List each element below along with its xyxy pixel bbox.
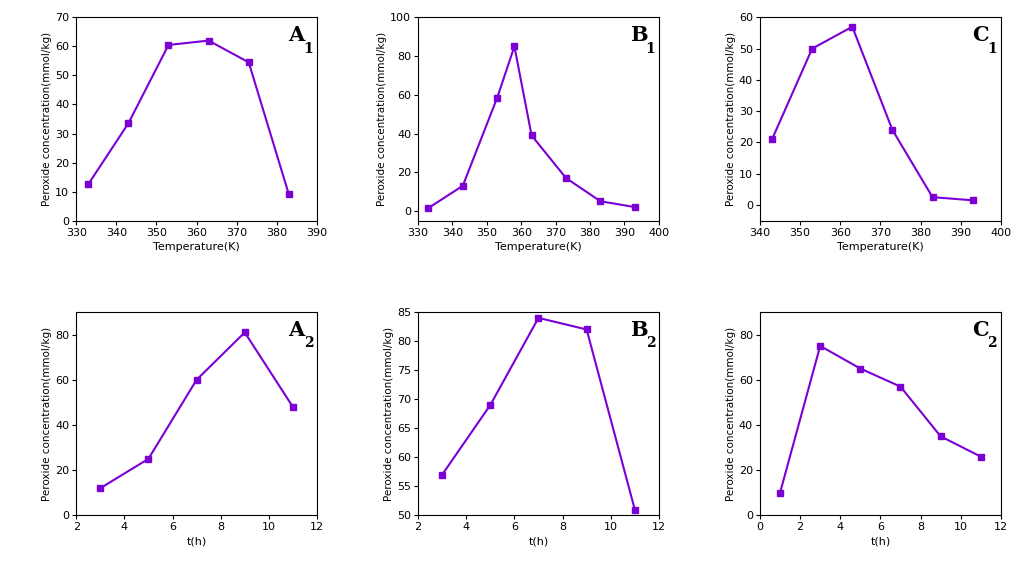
Y-axis label: Peroxide concentration(mmol/kg): Peroxide concentration(mmol/kg) xyxy=(726,327,737,501)
Text: 2: 2 xyxy=(304,336,313,350)
Text: B: B xyxy=(630,25,647,46)
Text: C: C xyxy=(972,320,989,340)
Text: A: A xyxy=(289,25,305,46)
Y-axis label: Peroxide concentration(mmol/kg): Peroxide concentration(mmol/kg) xyxy=(43,32,53,206)
Text: 1: 1 xyxy=(988,42,998,56)
Text: 2: 2 xyxy=(988,336,997,350)
Text: A: A xyxy=(289,320,305,340)
Y-axis label: Peroxide concentration(mmol/kg): Peroxide concentration(mmol/kg) xyxy=(43,327,53,501)
Text: C: C xyxy=(972,25,989,46)
X-axis label: Temperature(K): Temperature(K) xyxy=(153,241,240,252)
Text: 2: 2 xyxy=(645,336,655,350)
X-axis label: t(h): t(h) xyxy=(187,536,206,547)
X-axis label: Temperature(K): Temperature(K) xyxy=(837,241,924,252)
X-axis label: t(h): t(h) xyxy=(528,536,549,547)
Y-axis label: Peroxide concentration(mmol/kg): Peroxide concentration(mmol/kg) xyxy=(726,32,737,206)
Text: 1: 1 xyxy=(304,42,314,56)
Text: 1: 1 xyxy=(645,42,655,56)
Y-axis label: Peroxide concentration(mmol/kg): Peroxide concentration(mmol/kg) xyxy=(377,32,387,206)
X-axis label: Temperature(K): Temperature(K) xyxy=(495,241,582,252)
Text: B: B xyxy=(630,320,647,340)
X-axis label: t(h): t(h) xyxy=(871,536,890,547)
Y-axis label: Peroxide concentration(mmol/kg): Peroxide concentration(mmol/kg) xyxy=(384,327,394,501)
